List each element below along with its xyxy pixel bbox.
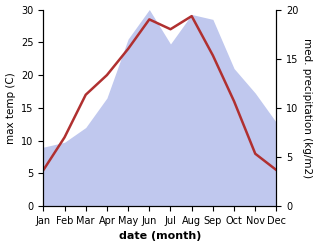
Y-axis label: med. precipitation (kg/m2): med. precipitation (kg/m2)	[302, 38, 313, 178]
X-axis label: date (month): date (month)	[119, 231, 201, 242]
Y-axis label: max temp (C): max temp (C)	[5, 72, 16, 144]
